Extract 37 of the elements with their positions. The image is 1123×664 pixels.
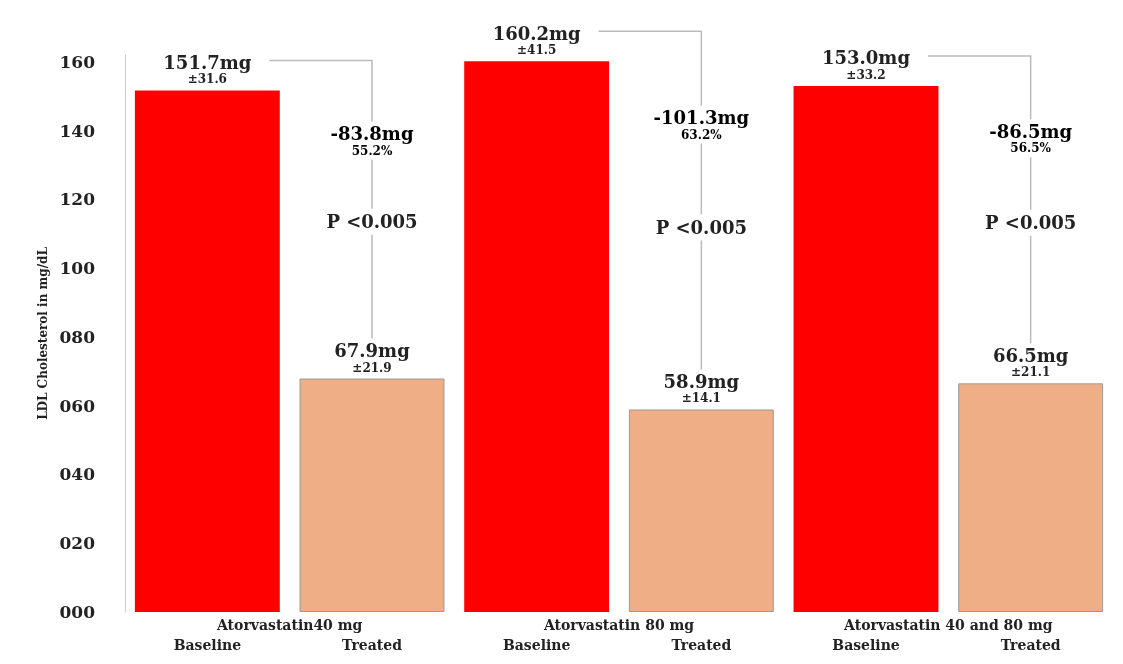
data-label: 151.7mg ±31.6	[163, 51, 252, 87]
y-axis-title: LDL Cholesterol in mg/dL	[35, 246, 50, 420]
annotation: P <0.005	[985, 212, 1077, 234]
bar	[958, 383, 1104, 612]
x-tick-label: Baseline	[832, 637, 900, 653]
data-label: 66.5mg ±21.1	[992, 344, 1069, 380]
x-tick-label: Baseline	[173, 637, 242, 653]
y-tick-label: 080	[59, 326, 96, 347]
y-tick-label: 040	[59, 464, 96, 485]
x-tick-label: Treated	[342, 637, 403, 653]
x-tick-label: Baseline	[502, 637, 571, 653]
bar	[299, 378, 445, 612]
data-label: 58.9mg ±14.1	[663, 370, 740, 406]
annotation: -101.3mg 63.2%	[653, 107, 750, 142]
x-tick-label: Treated	[671, 637, 732, 653]
data-label: 160.2mg ±41.5	[492, 22, 582, 58]
annotation: P <0.005	[326, 211, 418, 233]
bar	[628, 409, 774, 612]
annotation: P <0.005	[655, 216, 747, 238]
y-tick-label: 000	[59, 602, 96, 622]
x-tick-label: Treated	[1000, 637, 1061, 653]
text: Atorvastatin 40 and 80 mg	[843, 617, 1053, 633]
bar	[464, 61, 610, 612]
y-tick-label: 060	[59, 395, 96, 416]
bar	[793, 85, 939, 612]
data-label: 67.9mg ±21.9	[334, 340, 411, 375]
annotation: -86.5mg 56.5%	[989, 120, 1073, 156]
y-tick-label: 100	[59, 258, 96, 279]
y-tick-label: 160	[59, 51, 96, 72]
bar	[134, 90, 280, 612]
annotation: -83.8mg 55.2%	[330, 123, 414, 158]
y-tick-label: 120	[59, 189, 96, 210]
text: Atorvastatin 80 mg	[542, 617, 695, 633]
data-label: 153.0mg ±33.2	[822, 47, 911, 82]
text: Atorvastatin40 mg	[215, 617, 363, 633]
y-tick-label: 140	[59, 120, 96, 141]
y-tick-label: 020	[59, 533, 96, 554]
